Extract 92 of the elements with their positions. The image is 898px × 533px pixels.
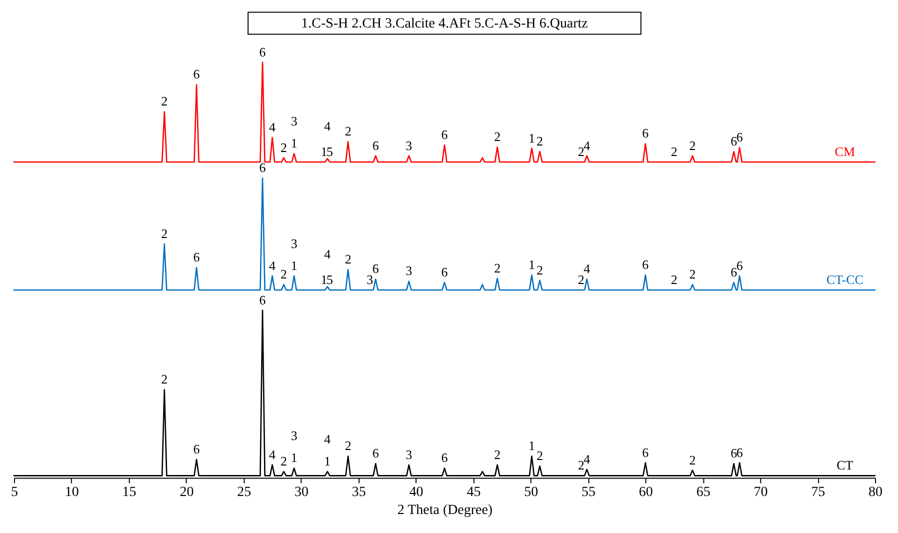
annotation: 1	[320, 144, 328, 160]
annotation: 6	[642, 444, 650, 460]
annotation: 1	[324, 454, 331, 469]
x-tick-label: 55	[582, 485, 596, 500]
annotation: 1	[528, 130, 535, 146]
annotation: 4	[269, 258, 276, 273]
annotation: 6	[372, 446, 380, 461]
annotation: 2	[578, 144, 584, 160]
annotation: 2	[670, 272, 678, 287]
x-tick-label: 75	[811, 485, 826, 500]
x-tick-label: 50	[524, 485, 538, 500]
annotation: 6	[642, 257, 650, 272]
annotation: 6	[736, 129, 744, 144]
annotation: 6	[441, 126, 448, 142]
annotation: 2	[280, 266, 288, 282]
x-tick-label: 15	[122, 485, 136, 500]
series-label: CT	[836, 458, 854, 473]
annotation: 1	[290, 450, 298, 466]
annotation: 3	[290, 236, 298, 251]
annotation: 2	[494, 446, 501, 462]
x-tick-label: 70	[754, 485, 768, 500]
annotation: 6	[441, 264, 448, 280]
annotation: 6	[193, 250, 200, 265]
annotation: 2	[536, 262, 544, 278]
annotation: 2	[161, 372, 168, 387]
annotation: 6	[193, 66, 200, 82]
annotation: 6	[259, 44, 266, 60]
annotation: 1	[528, 438, 535, 454]
annotation: 1	[290, 136, 298, 151]
x-tick-label: 20	[180, 485, 194, 500]
annotation: 1	[528, 257, 535, 272]
annotation: 3	[406, 263, 412, 278]
annotation: 6	[730, 134, 738, 149]
annotation: 2	[161, 226, 168, 241]
x-tick-label: 65	[696, 485, 710, 500]
annotation: 4	[324, 246, 332, 262]
annotation: 3	[290, 428, 298, 444]
annotation: 6	[730, 446, 738, 461]
annotation: 2	[536, 134, 544, 149]
annotation: 4	[324, 432, 332, 447]
x-tick-label: 80	[868, 485, 883, 500]
annotation: 2	[689, 266, 696, 282]
annotation: 6	[372, 138, 380, 153]
annotation: 5	[326, 144, 333, 160]
text: 1.C-S-H 2.CH 3.Calcite 4.AFt 5.C-A-S-H 6.Quartz	[301, 16, 588, 32]
x-tick-label: 40	[409, 485, 424, 500]
x-tick-label: 10	[64, 485, 79, 500]
annotation: 2	[344, 438, 352, 454]
annotation: 1	[320, 272, 328, 287]
x-axis-title: 2 Theta (Degree)	[397, 503, 493, 518]
annotation: 2	[344, 124, 352, 139]
annotation: 6	[730, 264, 738, 280]
x-tick-label: 25	[237, 485, 252, 500]
annotation: 5	[326, 272, 333, 287]
annotation: 3	[366, 272, 374, 287]
annotation: 4	[324, 118, 332, 134]
annotation: 4	[269, 120, 276, 134]
x-tick-label: 60	[638, 485, 653, 500]
annotation: 2	[536, 448, 544, 464]
annotation: 4	[269, 446, 276, 462]
x-tick-label: 35	[352, 485, 366, 500]
annotation: 2	[578, 458, 584, 473]
annotation: 2	[494, 129, 501, 144]
annotation: 2	[689, 452, 696, 468]
annotation: 6	[193, 441, 200, 456]
annotation: 6	[441, 450, 448, 466]
x-tick-label: 45	[466, 485, 481, 500]
annotation: 4	[584, 261, 591, 276]
x-tick-label: 30	[294, 485, 308, 500]
annotation: 6	[372, 261, 380, 276]
annotation: 2	[494, 260, 501, 276]
annotation: 4	[584, 451, 591, 466]
series-label: CM	[834, 144, 856, 160]
x-tick-label: 5	[10, 485, 18, 500]
annotation: 6	[736, 444, 744, 460]
series-label: CT-CC	[826, 272, 864, 287]
annotation: 4	[584, 138, 591, 153]
annotation: 3	[406, 138, 412, 153]
annotation: 2	[670, 144, 678, 160]
annotation: 6	[259, 160, 266, 176]
annotation: 6	[259, 292, 266, 308]
annotation: 2	[161, 94, 168, 109]
annotation: 1	[290, 258, 298, 273]
annotation: 6	[736, 258, 744, 273]
annotation: 2	[344, 252, 352, 267]
annotation: 2	[578, 272, 584, 287]
annotation: 6	[642, 126, 650, 141]
annotation: 2	[280, 454, 288, 469]
annotation: 2	[689, 138, 696, 153]
annotation: 2	[280, 140, 288, 155]
annotation: 3	[406, 446, 412, 462]
annotation: 3	[290, 114, 298, 129]
